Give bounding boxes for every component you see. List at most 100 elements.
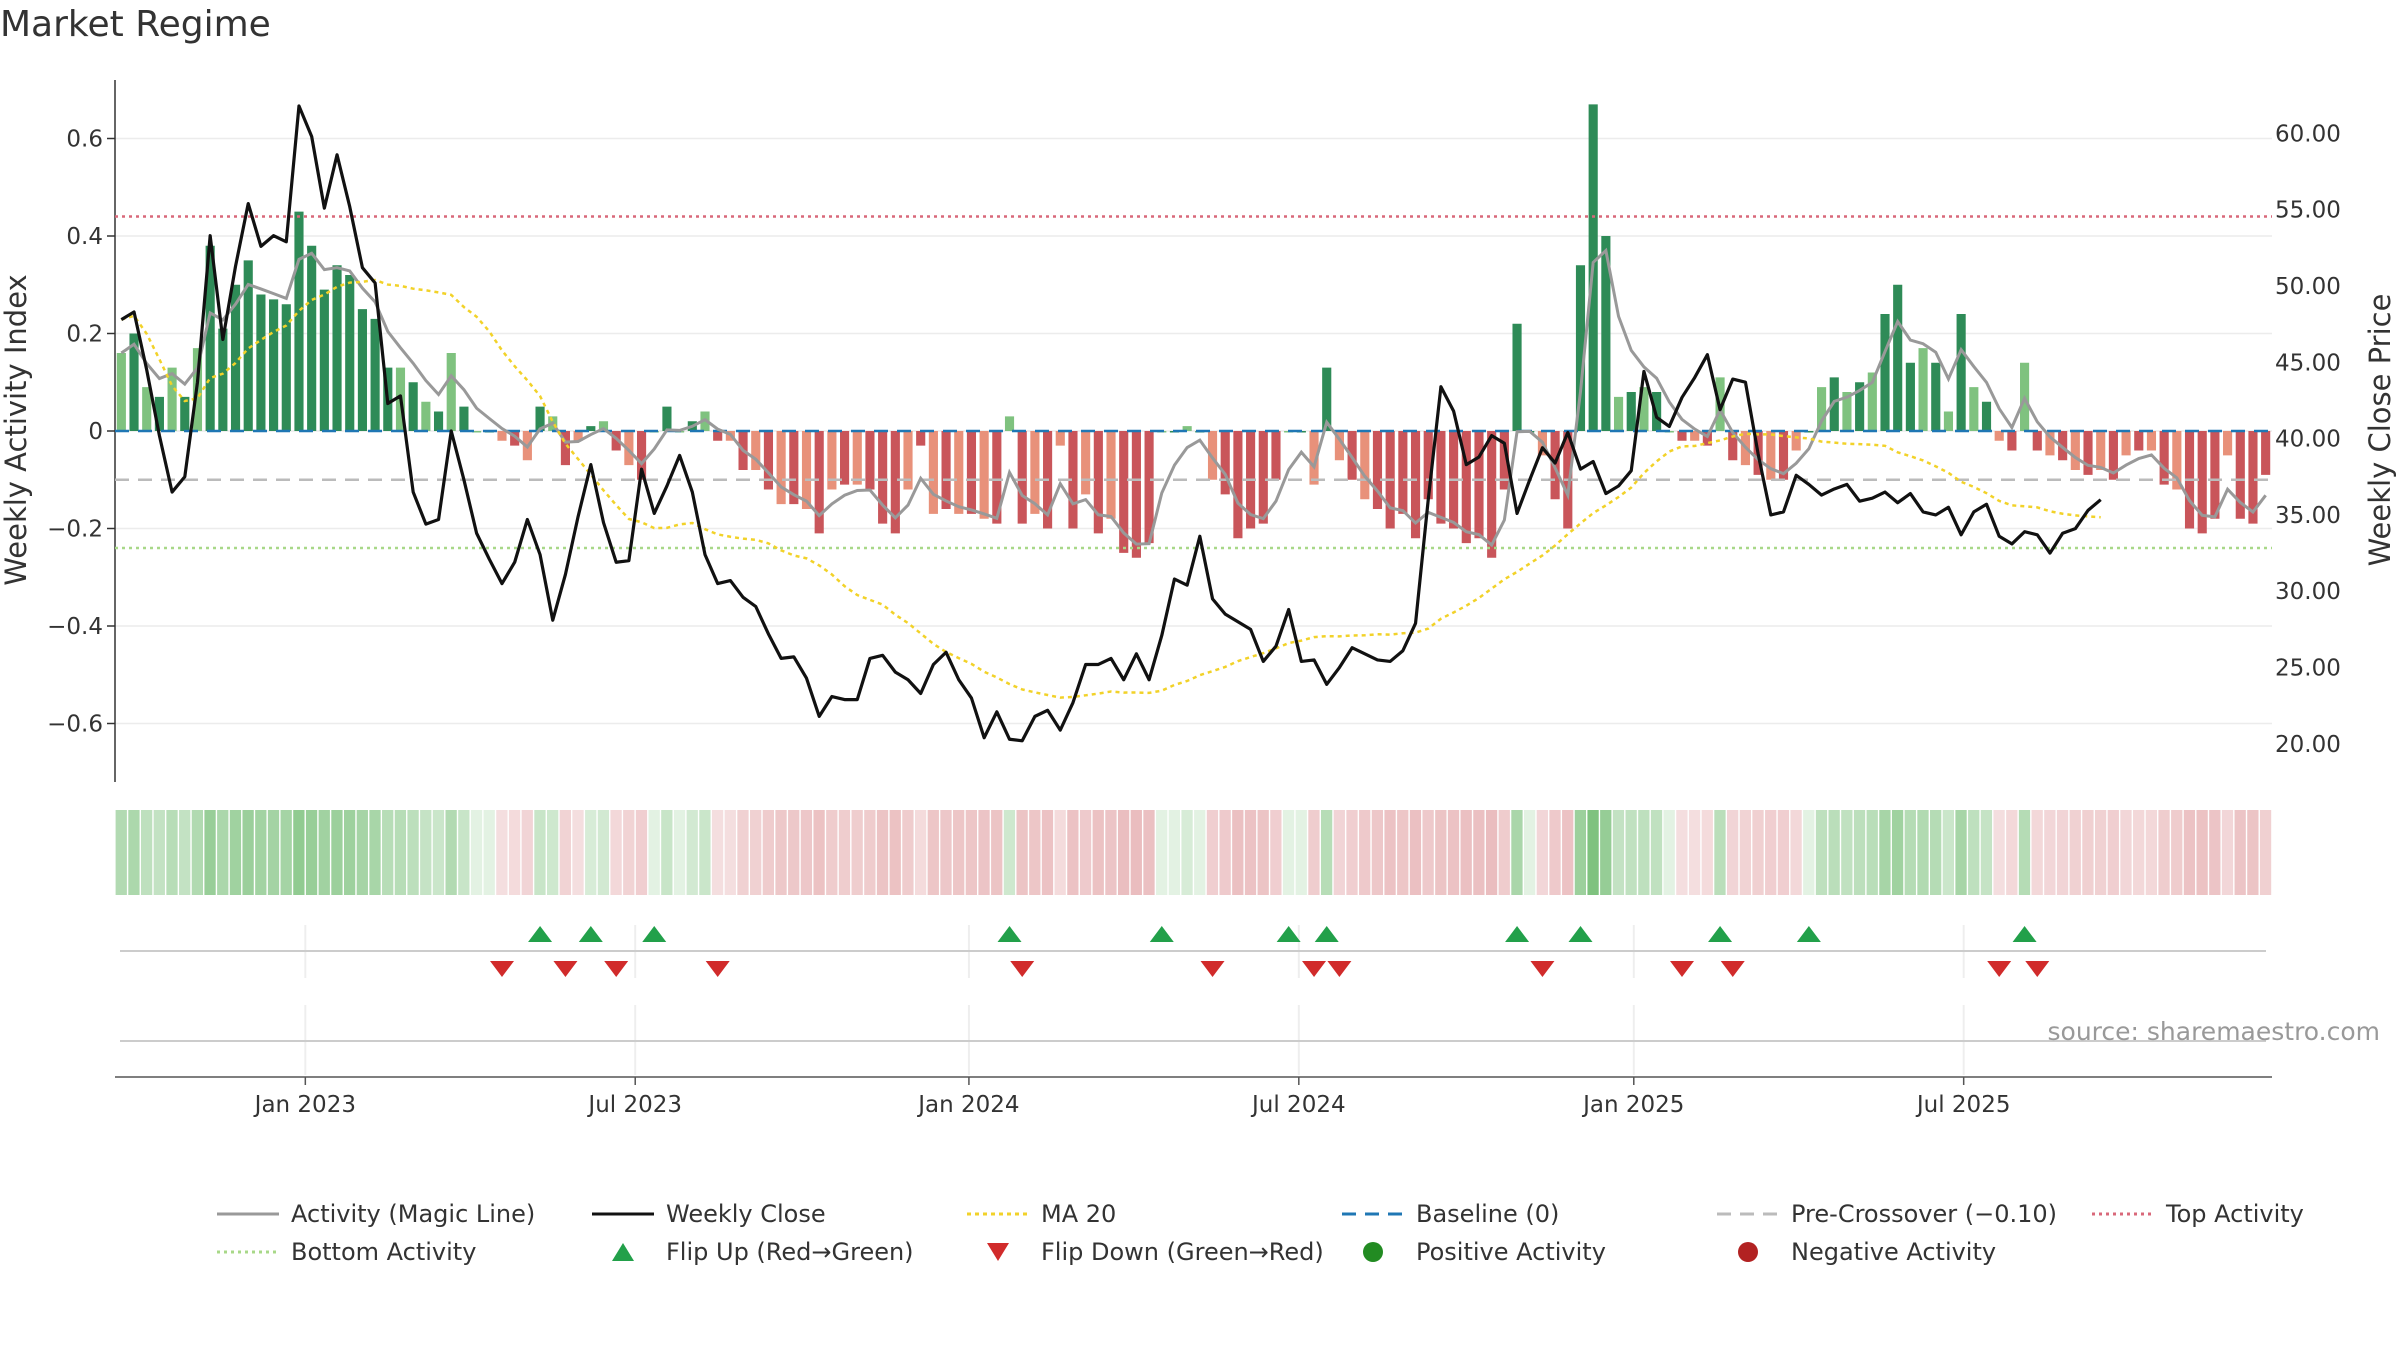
legend-label: Bottom Activity	[291, 1238, 477, 1266]
y-right-tick-label: 20.00	[2275, 732, 2341, 758]
legend-row-2: Bottom Activity Flip Up (Red→Green) Flip…	[215, 1233, 2335, 1271]
x-tick-label: Jan 2025	[1581, 1092, 1684, 1118]
top-activity-swatch	[2092, 1212, 2154, 1216]
heat-strip-cell	[724, 810, 736, 895]
flip-down-marker	[489, 961, 514, 977]
legend-item-positive-activity: Positive Activity	[1340, 1238, 1715, 1266]
activity-bar	[852, 431, 862, 485]
activity-bar	[1131, 431, 1141, 558]
y-left-axis-label: Weekly Activity Index	[0, 274, 33, 585]
legend-item-baseline: Baseline (0)	[1340, 1200, 1715, 1228]
heat-strip-cell	[2094, 810, 2107, 895]
activity-magic-line	[120, 247, 2267, 548]
activity-bar	[1309, 431, 1319, 485]
legend-label: MA 20	[1041, 1200, 1117, 1228]
heat-strip-cell	[2145, 810, 2158, 895]
heat-strip-cell	[1143, 810, 1155, 895]
heat-strip-cell	[914, 810, 927, 895]
activity-bar	[2261, 431, 2271, 475]
activity-bar	[1778, 431, 1789, 480]
heat-strip-cell	[1777, 810, 1790, 895]
activity-bar	[1867, 372, 1877, 431]
flip-down-marker	[1530, 961, 1555, 977]
heat-strip-cell	[2044, 810, 2056, 895]
activity-bar	[1081, 431, 1091, 495]
y-left-tick-label: 0	[88, 419, 103, 445]
activity-bar	[1905, 362, 1915, 431]
x-tick-label: Jan 2023	[253, 1092, 356, 1118]
flip-up-marker	[1568, 926, 1593, 942]
legend-item-ma20: MA 20	[965, 1200, 1340, 1228]
activity-bar	[408, 382, 418, 431]
heat-strip-cell	[800, 810, 813, 895]
activity-bar	[1804, 431, 1814, 433]
heat-strip-cell	[788, 810, 800, 895]
heat-strip-cell	[750, 810, 762, 895]
y-left-tick-label: −0.4	[47, 614, 103, 640]
activity-bar	[1728, 431, 1738, 461]
flip-up-marker	[2012, 926, 2037, 942]
heat-strip-cell	[699, 810, 711, 895]
flip-down-marker	[1327, 961, 1352, 977]
heat-strip-cell	[851, 810, 863, 895]
activity-bar	[1994, 431, 2004, 441]
heat-strip-cell	[2018, 810, 2031, 895]
heat-strip-cell	[1650, 810, 1663, 895]
activity-bar	[903, 431, 913, 490]
activity-bar	[1004, 416, 1015, 431]
heat-strip-cell	[1447, 810, 1460, 895]
heat-strip-cell	[585, 810, 597, 895]
heat-strip-cell	[927, 810, 939, 895]
activity-bar	[713, 431, 723, 441]
activity-bar	[2197, 431, 2207, 534]
heat-strip-cell	[953, 810, 965, 895]
heat-strip-cell	[331, 810, 343, 895]
activity-bar	[357, 309, 367, 431]
heat-strip-cell	[1815, 810, 1828, 895]
legend: Activity (Magic Line) Weekly Close MA 20…	[215, 1195, 2335, 1271]
x-tick-label: Jan 2024	[916, 1092, 1019, 1118]
flip-down-marker	[1720, 961, 1745, 977]
heat-strip-cell	[1308, 810, 1320, 895]
activity-bar	[1410, 431, 1421, 539]
y-left-tick-label: −0.2	[47, 517, 103, 543]
heat-strip-cell	[661, 810, 673, 895]
activity-bar	[763, 431, 774, 490]
activity-bar	[979, 431, 989, 519]
heat-strip-cell	[2006, 810, 2018, 895]
heat-strip-cell	[1828, 810, 1840, 895]
heat-strip-cell	[1016, 810, 1028, 895]
activity-bar	[332, 265, 342, 431]
legend-item-flip-down: Flip Down (Green→Red)	[965, 1238, 1340, 1266]
heat-strip-cell	[902, 810, 914, 895]
flip-down-icon	[987, 1243, 1009, 1261]
activity-bar	[1842, 392, 1852, 431]
heat-strip-cell	[382, 810, 394, 895]
activity-bar	[1144, 431, 1154, 544]
activity-bar	[789, 431, 799, 505]
activity-bar	[878, 431, 888, 524]
activity-bar	[598, 421, 609, 431]
legend-label: Pre-Crossover (−0.10)	[1791, 1200, 2058, 1228]
heat-strip-cell	[1536, 810, 1548, 895]
heat-strip-cell	[1879, 810, 1891, 895]
heat-strip-cell	[1891, 810, 1904, 895]
activity-bar	[916, 431, 926, 446]
activity-bar	[1055, 431, 1065, 446]
source-label: source: sharemaestro.com	[2048, 1017, 2381, 1046]
heat-strip-cell	[610, 810, 622, 895]
heat-strip-cell	[1282, 810, 1295, 895]
weekly-close-swatch	[592, 1212, 654, 1216]
heat-strip-cell	[1333, 810, 1345, 895]
heat-strip-cell	[1168, 810, 1181, 895]
activity-bar	[1766, 431, 1776, 480]
heat-strip-cell	[1092, 810, 1104, 895]
positive-dot-icon	[1363, 1242, 1383, 1262]
activity-bar	[294, 211, 304, 431]
activity-bar	[1461, 431, 1471, 544]
heat-strip-cell	[128, 810, 140, 895]
heat-strip-cell	[737, 810, 749, 895]
heat-strip-cell	[1968, 810, 1980, 895]
x-tick-label: Jul 2024	[1250, 1092, 1346, 1118]
heat-strip-cell	[470, 810, 483, 895]
